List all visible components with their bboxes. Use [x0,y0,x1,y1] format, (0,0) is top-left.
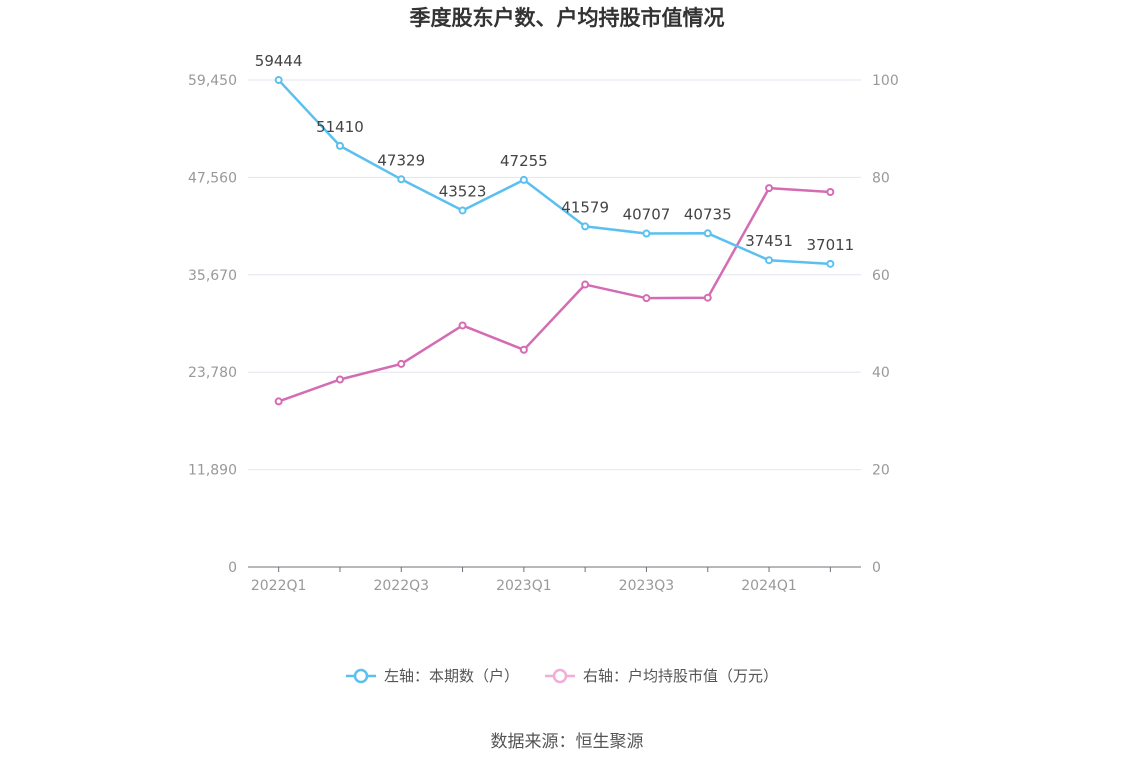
data-label: 47329 [377,151,425,169]
data-label: 51410 [316,118,364,136]
data-label: 40735 [684,205,732,223]
left-tick-label: 47,560 [188,170,237,186]
data-point-right [581,280,590,289]
series-line-left [277,79,831,266]
left-axis: 0 11,890 23,780 35,670 47,560 59,450 [188,73,237,576]
data-point-right [519,345,528,354]
right-tick-label: 80 [872,170,890,186]
data-point-right [765,184,774,193]
data-point-left [765,256,774,265]
data-point-left [703,229,712,238]
data-point-right [274,397,283,406]
x-axis: 2022Q1 2022Q3 2023Q1 2023Q3 2024Q1 [248,566,861,594]
legend-label: 左轴：本期数（户） [384,667,519,685]
data-point-right [826,188,835,197]
data-label: 43523 [439,182,487,200]
data-point-left [335,141,344,150]
legend-label: 右轴：户均持股市值（万元） [583,667,778,685]
data-label: 37011 [806,236,854,254]
left-tick-label: 35,670 [188,268,237,284]
series-line-right [278,186,831,403]
data-label: 37451 [745,232,793,250]
legend-marker [353,668,369,684]
right-tick-label: 20 [872,463,890,479]
right-tick-label: 60 [872,268,890,284]
data-point-left [581,222,590,231]
right-tick-label: 100 [872,73,899,89]
right-tick-label: 0 [872,560,881,576]
data-point-right [397,359,406,368]
data-point-left [458,206,467,215]
data-label: 40707 [623,206,671,224]
x-tick-label: 2024Q1 [741,578,797,594]
data-point-right [642,294,651,303]
right-tick-label: 40 [872,365,890,381]
data-point-left [826,259,835,268]
data-point-right [458,321,467,330]
left-tick-label: 59,450 [188,73,237,89]
legend[interactable]: 左轴：本期数（户） 右轴：户均持股市值（万元） [346,667,778,685]
data-point-left [274,76,283,85]
x-tick-label: 2022Q1 [251,578,307,594]
source-note: 数据来源：恒生聚源 [491,732,644,752]
legend-marker [552,668,568,684]
data-point-left [519,175,528,184]
left-tick-label: 11,890 [188,463,237,479]
right-axis: 0 20 40 60 80 100 [872,73,899,576]
left-tick-label: 0 [228,560,237,576]
x-tick-label: 2022Q3 [373,578,429,594]
left-tick-label: 23,780 [188,365,237,381]
data-point-left [642,229,651,238]
data-point-right [703,293,712,302]
x-tick-label: 2023Q1 [496,578,552,594]
data-label: 41579 [561,198,609,216]
data-label: 59444 [255,52,303,70]
series-layer: 59444 51410 47329 43523 47255 41579 40707 40735… [255,52,854,406]
data-point-right [335,375,344,384]
chart-title: 季度股东户数、户均持股市值情况 [410,6,725,30]
x-tick-label: 2023Q3 [619,578,675,594]
data-label: 47255 [500,152,548,170]
grid [248,79,861,471]
data-point-left [397,175,406,184]
